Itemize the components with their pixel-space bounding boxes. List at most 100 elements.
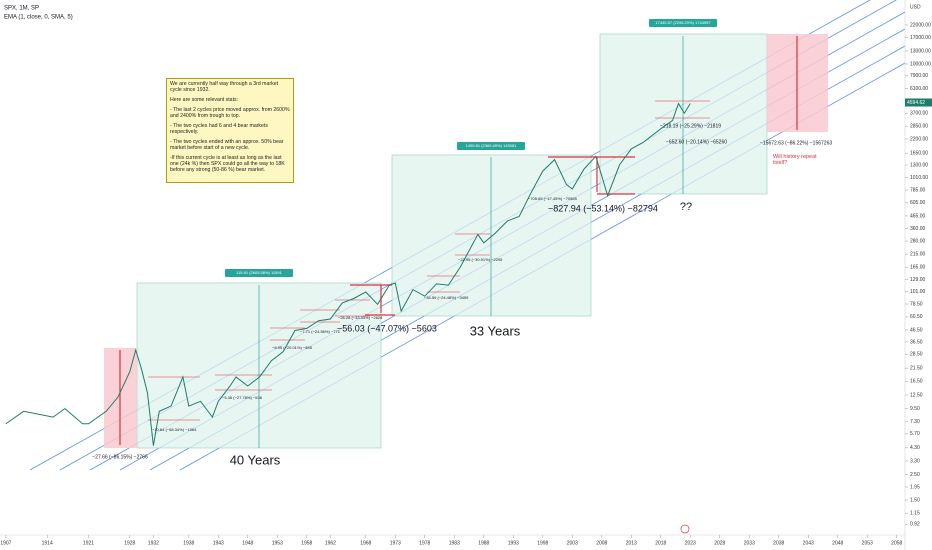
x-tick-label: 2008: [596, 540, 607, 546]
price-line: [5, 102, 691, 446]
annotation: −705.65 (−47.45%) −70565: [528, 196, 578, 201]
y-tick-label: 4.30: [910, 445, 920, 451]
range-label: 17449.57 (2296.20%) 1744957: [655, 20, 711, 25]
last-price: 4594.62: [907, 100, 925, 106]
y-tick-label: 360.00: [910, 226, 926, 232]
x-tick-label: 1962: [325, 540, 336, 546]
x-tick-label: 1932: [148, 540, 159, 546]
annotation: −22.95 (−30.91%) −2295: [458, 257, 503, 262]
x-tick-label: 1948: [242, 540, 253, 546]
note-line: - The two cycles ended with an approx. 5…: [170, 138, 284, 151]
annotation: −26.28 (−33.33%) −2628: [338, 315, 383, 320]
y-tick-label: 16.50: [910, 379, 923, 385]
y-tick-label: 1300.00: [910, 162, 928, 168]
annotation-tag: [457, 142, 525, 150]
annotation-tag: [649, 19, 717, 27]
y-tick-label: 7.30: [910, 419, 920, 425]
annotation: −15672.63 (−86.22%) −1567263: [760, 140, 832, 146]
annotation: 33 Years: [470, 323, 521, 338]
y-tick-label: 1650.00: [910, 151, 928, 157]
x-tick-label: 2058: [891, 540, 902, 546]
y-tick-label: 78.50: [910, 301, 923, 307]
annotation: −7.71 (−24.56%) −771: [300, 329, 341, 334]
y-tick-label: 6100.00: [910, 86, 928, 92]
range-box: [391, 154, 592, 317]
last-price-tag: [905, 98, 932, 107]
x-tick-label: 2038: [773, 540, 784, 546]
annotation: −5.36 (−27.78%) −536: [222, 395, 263, 400]
x-tick-label: 1973: [390, 540, 401, 546]
annotation: −218.19 (−25.29%) −21819: [660, 123, 721, 129]
annotation: −827.94 (−53.14%) −82794: [548, 203, 658, 213]
x-tick-label: 2013: [626, 540, 637, 546]
red-marks: [119, 36, 798, 445]
y-tick-label: 28.50: [910, 352, 923, 358]
y-tick-label: 1010.00: [910, 175, 928, 181]
annotation: −34.59 (−24.48%) −3459: [424, 295, 469, 300]
note-line: Here are some relevant stats:: [170, 96, 239, 103]
x-tick-label: 1943: [213, 540, 224, 546]
y-tick-label: 7900.00: [910, 73, 928, 79]
y-tick-label: 605.00: [910, 200, 926, 206]
y-tick-label: 5.70: [910, 431, 920, 437]
annotation: Will history repeat itself?: [773, 154, 817, 166]
y-tick-label: 165.00: [910, 265, 926, 271]
x-tick-label: 2048: [832, 540, 843, 546]
y-tick-label: 0.92: [910, 522, 920, 528]
y-tick-label: 46.50: [910, 327, 923, 333]
range-box: [599, 33, 768, 195]
y-tick-label: 10000.00: [910, 61, 931, 67]
x-tick-label: 1968: [360, 540, 371, 546]
x-tick-label: 2018: [655, 540, 666, 546]
annotation: −8.95 (−20.01%) −895: [272, 345, 313, 350]
x-tick-label: 2033: [744, 540, 755, 546]
x-tick-label: 1988: [478, 540, 489, 546]
note-line: - The last 2 cycles price moved approx. …: [170, 106, 290, 119]
y-tick-label: 2200.00: [910, 136, 928, 142]
y-tick-label: 2850.00: [910, 123, 928, 129]
symbol: SPX, 1M, SP: [4, 6, 39, 12]
y-tick-label: 785.00: [910, 187, 926, 193]
note-line: -If this current cycle is at least as lo…: [170, 154, 285, 173]
y-tick-label: 21.50: [910, 365, 923, 371]
annotation: −652.60 (−20.14%) −65260: [666, 139, 727, 145]
x-tick-label: 2003: [567, 540, 578, 546]
x-tick-label: 1914: [42, 540, 53, 546]
y-tick-label: 9.50: [910, 406, 920, 412]
range-label: 1455.81 (2369.49%) 145581: [466, 143, 517, 148]
y-tick-label: 13000.00: [910, 48, 931, 54]
x-tick-label: 1993: [508, 540, 519, 546]
x-tick-label: 1938: [183, 540, 194, 546]
x-tick-label: 1998: [537, 540, 548, 546]
y-tick-label: 12.50: [910, 392, 923, 398]
y-tick-label: 36.50: [910, 339, 923, 345]
x-tick-label: 1953: [272, 540, 283, 546]
annotation: 40 Years: [230, 452, 281, 467]
y-tick-label: 280.00: [910, 238, 926, 244]
x-tick-label: 2023: [685, 540, 696, 546]
y-tick-label: 17000.00: [910, 35, 931, 41]
y-tick-label: 2.50: [910, 472, 920, 478]
range-label: 115.91 (2605.58%) 11591: [236, 270, 282, 275]
bear-ranges: [148, 100, 710, 421]
note-line: - The two cycles had 6 and 4 bear market…: [170, 122, 268, 135]
y-tick-label: 129.00: [910, 277, 926, 283]
annotation: −10.64 (−58.34%) −1064: [152, 427, 197, 432]
y-tick-label: 3700.00: [910, 111, 928, 117]
y-tick-label: 101.00: [910, 289, 926, 295]
indicator: EMA (1, close, 0, SMA, 5): [4, 15, 73, 21]
x-tick-label: 1928: [124, 540, 135, 546]
note-box: We are currently half way through a 3rd …: [166, 78, 294, 183]
y-tick-label: 3.30: [910, 458, 920, 464]
y-tick-label: 1.95: [910, 484, 920, 490]
note-line: We are currently half way through a 3rd …: [170, 81, 279, 93]
event-icon: [680, 524, 690, 534]
x-tick-label: 1958: [301, 540, 312, 546]
x-tick-label: 1921: [83, 540, 94, 546]
currency: USD: [910, 4, 921, 10]
x-tick-label: 2053: [862, 540, 873, 546]
y-tick-label: 1.15: [910, 510, 920, 516]
annotation-tag: [225, 269, 293, 277]
y-tick-label: 60.50: [910, 314, 923, 320]
